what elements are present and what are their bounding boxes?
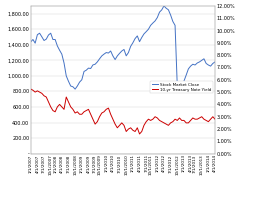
10-yr Treasury Note Yield: [180, 119, 183, 122]
Stock Market Close: [122, 48, 125, 51]
10-yr Treasury Note Yield: [171, 121, 174, 123]
Line: Stock Market Close: Stock Market Close: [31, 6, 215, 89]
Stock Market Close: [183, 80, 186, 82]
Stock Market Close: [73, 88, 77, 90]
Line: 10-yr Treasury Note Yield: 10-yr Treasury Note Yield: [31, 89, 215, 134]
Stock Market Close: [174, 24, 177, 27]
Stock Market Close: [40, 36, 43, 38]
10-yr Treasury Note Yield: [138, 133, 141, 135]
10-yr Treasury Note Yield: [31, 89, 35, 91]
10-yr Treasury Note Yield: [120, 122, 123, 124]
Stock Market Close: [31, 38, 35, 41]
Legend: Stock Market Close, 10-yr Treasury Note Yield: Stock Market Close, 10-yr Treasury Note …: [150, 81, 213, 93]
Stock Market Close: [29, 41, 32, 43]
Stock Market Close: [162, 5, 165, 7]
10-yr Treasury Note Yield: [40, 92, 43, 95]
10-yr Treasury Note Yield: [214, 118, 217, 120]
Stock Market Close: [114, 58, 117, 61]
10-yr Treasury Note Yield: [111, 118, 114, 120]
Stock Market Close: [214, 61, 217, 63]
10-yr Treasury Note Yield: [29, 88, 32, 90]
